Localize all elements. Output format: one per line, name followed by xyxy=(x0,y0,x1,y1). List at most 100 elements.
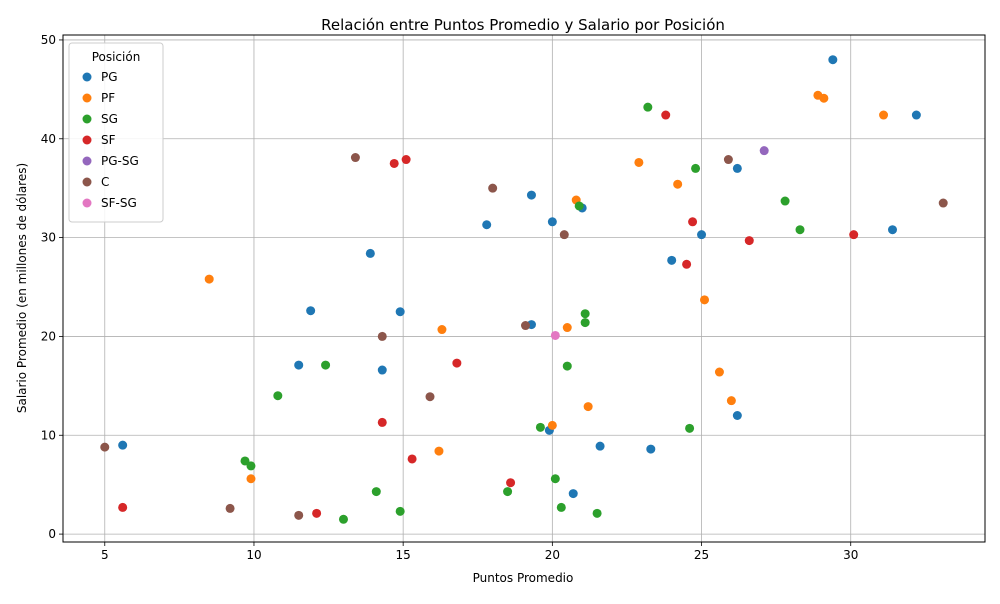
x-tick-label: 30 xyxy=(843,548,858,562)
legend-marker xyxy=(82,93,92,103)
data-point xyxy=(225,503,235,513)
legend-label: SG xyxy=(101,112,118,126)
data-point xyxy=(306,306,316,316)
data-point xyxy=(118,440,128,450)
data-point xyxy=(550,474,560,484)
data-point xyxy=(273,391,283,401)
x-tick-label: 15 xyxy=(396,548,411,562)
data-point xyxy=(849,230,859,240)
data-point xyxy=(697,230,707,240)
legend-label: PF xyxy=(101,91,115,105)
data-point xyxy=(673,179,683,189)
x-tick-label: 20 xyxy=(545,548,560,562)
data-point xyxy=(688,217,698,227)
series-c xyxy=(100,153,948,520)
data-point xyxy=(559,230,569,240)
series-sf-sg xyxy=(550,330,560,340)
data-point xyxy=(879,110,889,120)
data-point xyxy=(526,190,536,200)
data-point xyxy=(732,410,742,420)
data-point xyxy=(437,325,447,335)
data-point xyxy=(547,217,557,227)
data-point xyxy=(407,454,417,464)
data-point xyxy=(503,487,513,497)
y-tick-label: 30 xyxy=(41,231,56,245)
data-point xyxy=(568,489,578,499)
data-point xyxy=(425,392,435,402)
y-tick-label: 40 xyxy=(41,132,56,146)
data-point xyxy=(646,444,656,454)
legend-marker xyxy=(82,198,92,208)
y-axis-label: Salario Promedio (en millones de dólares… xyxy=(15,163,29,413)
series-pf xyxy=(204,90,889,484)
data-point xyxy=(377,417,387,427)
x-tick-label: 10 xyxy=(246,548,261,562)
legend-marker xyxy=(82,177,92,187)
data-point xyxy=(556,502,566,512)
x-axis-label: Puntos Promedio xyxy=(473,571,574,585)
data-point xyxy=(562,323,572,333)
chart-title: Relación entre Puntos Promedio y Salario… xyxy=(321,16,725,34)
legend-label: SF xyxy=(101,133,116,147)
data-point xyxy=(938,198,948,208)
data-point xyxy=(118,502,128,512)
x-tick-label: 5 xyxy=(101,548,109,562)
legend-box xyxy=(68,42,164,223)
data-point xyxy=(661,110,671,120)
data-point xyxy=(482,220,492,230)
data-point xyxy=(819,93,829,103)
legend-label: C xyxy=(101,175,109,189)
data-points xyxy=(100,55,948,524)
data-point xyxy=(246,474,256,484)
data-point xyxy=(780,196,790,206)
legend-title: Posición xyxy=(92,50,141,64)
data-point xyxy=(795,225,805,235)
data-point xyxy=(667,255,677,265)
series-sf xyxy=(118,110,859,518)
data-point xyxy=(592,508,602,518)
data-point xyxy=(434,446,444,456)
y-tick-label: 20 xyxy=(41,329,56,343)
data-point xyxy=(371,487,381,497)
data-point xyxy=(828,55,838,65)
series-pg xyxy=(118,55,921,499)
data-point xyxy=(595,441,605,451)
legend-marker xyxy=(82,72,92,82)
legend: Posición PG PF SG SF PG-SG C SF-SG xyxy=(68,42,164,223)
data-point xyxy=(744,236,754,246)
data-point xyxy=(714,367,724,377)
data-point xyxy=(550,330,560,340)
data-point xyxy=(401,155,411,165)
data-point xyxy=(395,506,405,516)
data-point xyxy=(759,146,769,156)
legend-marker xyxy=(82,135,92,145)
data-point xyxy=(562,361,572,371)
data-point xyxy=(204,274,214,284)
legend-marker xyxy=(82,114,92,124)
x-tick-label: 25 xyxy=(694,548,709,562)
data-point xyxy=(547,420,557,430)
data-point xyxy=(580,318,590,328)
data-point xyxy=(634,157,644,167)
data-point xyxy=(294,360,304,370)
data-point xyxy=(583,402,593,412)
grid-lines xyxy=(63,35,985,542)
data-point xyxy=(338,514,348,524)
legend-label: PG-SG xyxy=(101,154,139,168)
data-point xyxy=(395,307,405,317)
data-point xyxy=(520,321,530,331)
data-point xyxy=(506,478,516,488)
data-point xyxy=(574,201,584,211)
data-point xyxy=(488,183,498,193)
data-point xyxy=(911,110,921,120)
data-point xyxy=(643,102,653,112)
series-pg-sg xyxy=(759,146,769,156)
plot-area-frame xyxy=(62,34,986,543)
data-point xyxy=(377,331,387,341)
data-point xyxy=(682,259,692,269)
data-point xyxy=(580,309,590,319)
legend-marker xyxy=(82,156,92,166)
legend-label: PG xyxy=(101,70,118,84)
